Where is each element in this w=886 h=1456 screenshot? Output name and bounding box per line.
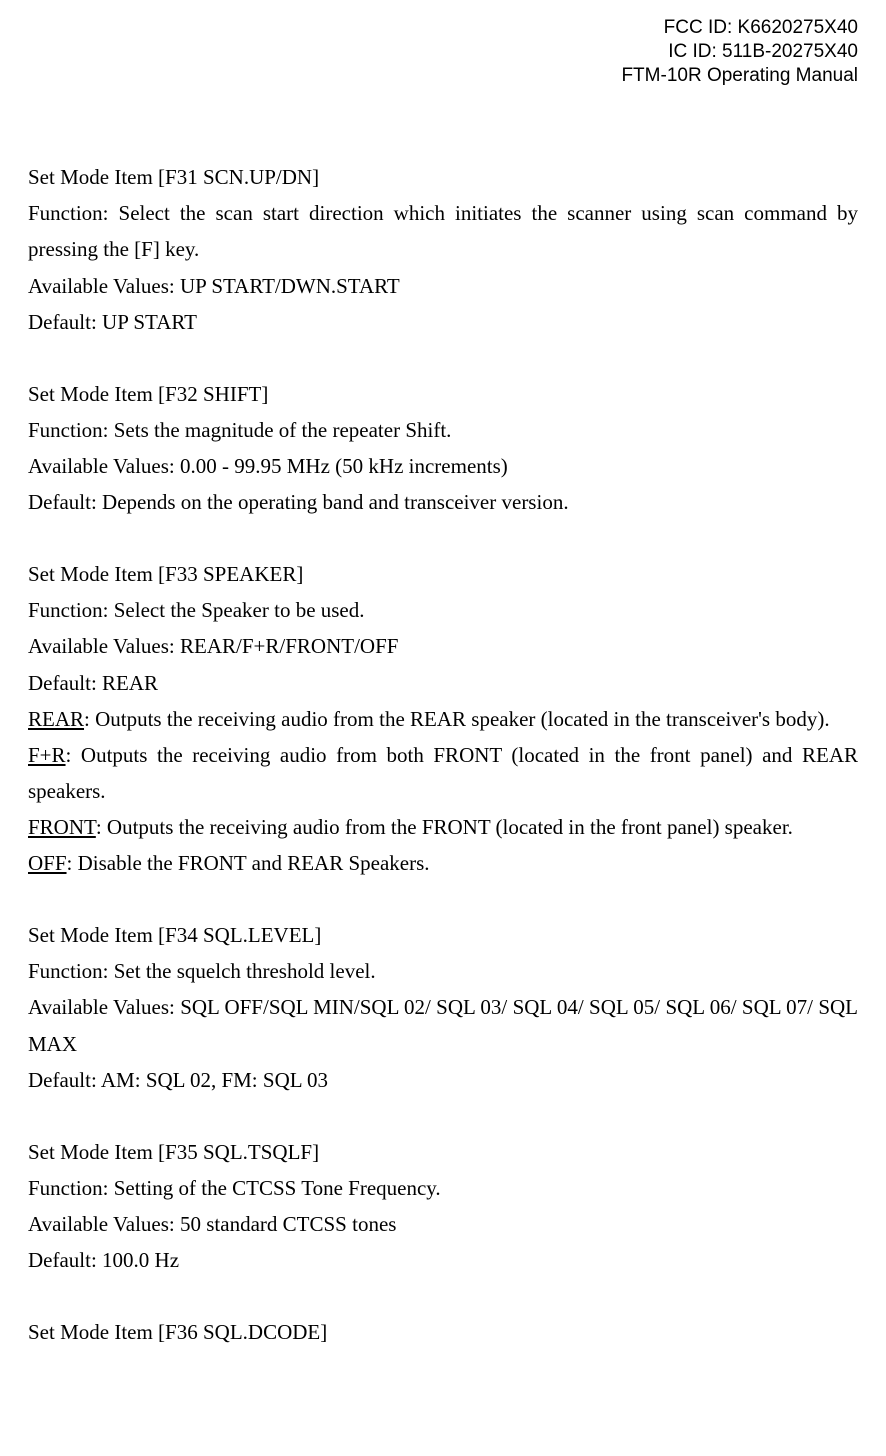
f31-function: Function: Select the scan start directio… xyxy=(28,195,858,267)
document-page: FCC ID: K6620275X40 IC ID: 511B-20275X40… xyxy=(0,0,886,1456)
f33-fr-label: F+R xyxy=(28,743,66,767)
f31-default: Default: UP START xyxy=(28,304,858,340)
f35-default: Default: 100.0 Hz xyxy=(28,1242,858,1278)
section-f33: Set Mode Item [F33 SPEAKER] Function: Se… xyxy=(28,556,858,881)
f33-rear-line: REAR: Outputs the receiving audio from t… xyxy=(28,701,858,737)
f33-values: Available Values: REAR/F+R/FRONT/OFF xyxy=(28,628,858,664)
document-body: Set Mode Item [F31 SCN.UP/DN] Function: … xyxy=(28,159,858,1350)
f33-fr-line: F+R: Outputs the receiving audio from bo… xyxy=(28,737,858,809)
section-f31: Set Mode Item [F31 SCN.UP/DN] Function: … xyxy=(28,159,858,340)
f33-title: Set Mode Item [F33 SPEAKER] xyxy=(28,556,858,592)
f31-values: Available Values: UP START/DWN.START xyxy=(28,268,858,304)
f33-front-label: FRONT xyxy=(28,815,96,839)
f31-title: Set Mode Item [F31 SCN.UP/DN] xyxy=(28,159,858,195)
section-f32: Set Mode Item [F32 SHIFT] Function: Sets… xyxy=(28,376,858,520)
section-f36: Set Mode Item [F36 SQL.DCODE] xyxy=(28,1314,858,1350)
ic-id: IC ID: 511B-20275X40 xyxy=(28,40,858,64)
f34-values: Available Values: SQL OFF/SQL MIN/SQL 02… xyxy=(28,989,858,1061)
f34-default: Default: AM: SQL 02, FM: SQL 03 xyxy=(28,1062,858,1098)
f33-rear-text: : Outputs the receiving audio from the R… xyxy=(84,707,830,731)
f32-function: Function: Sets the magnitude of the repe… xyxy=(28,412,858,448)
section-f35: Set Mode Item [F35 SQL.TSQLF] Function: … xyxy=(28,1134,858,1278)
f33-front-line: FRONT: Outputs the receiving audio from … xyxy=(28,809,858,845)
f35-title: Set Mode Item [F35 SQL.TSQLF] xyxy=(28,1134,858,1170)
fcc-id: FCC ID: K6620275X40 xyxy=(28,16,858,40)
f33-off-label: OFF xyxy=(28,851,67,875)
f35-values: Available Values: 50 standard CTCSS tone… xyxy=(28,1206,858,1242)
manual-title: FTM-10R Operating Manual xyxy=(28,64,858,88)
f33-fr-text: : Outputs the receiving audio from both … xyxy=(28,743,858,803)
f33-default: Default: REAR xyxy=(28,665,858,701)
f35-function: Function: Setting of the CTCSS Tone Freq… xyxy=(28,1170,858,1206)
f34-title: Set Mode Item [F34 SQL.LEVEL] xyxy=(28,917,858,953)
f33-front-text: : Outputs the receiving audio from the F… xyxy=(96,815,793,839)
f36-title: Set Mode Item [F36 SQL.DCODE] xyxy=(28,1314,858,1350)
f33-off-line: OFF: Disable the FRONT and REAR Speakers… xyxy=(28,845,858,881)
f34-function: Function: Set the squelch threshold leve… xyxy=(28,953,858,989)
f32-default: Default: Depends on the operating band a… xyxy=(28,484,858,520)
section-f34: Set Mode Item [F34 SQL.LEVEL] Function: … xyxy=(28,917,858,1098)
page-header: FCC ID: K6620275X40 IC ID: 511B-20275X40… xyxy=(28,16,858,87)
f33-function: Function: Select the Speaker to be used. xyxy=(28,592,858,628)
f33-rear-label: REAR xyxy=(28,707,84,731)
f32-title: Set Mode Item [F32 SHIFT] xyxy=(28,376,858,412)
f32-values: Available Values: 0.00 - 99.95 MHz (50 k… xyxy=(28,448,858,484)
f33-off-text: : Disable the FRONT and REAR Speakers. xyxy=(67,851,430,875)
